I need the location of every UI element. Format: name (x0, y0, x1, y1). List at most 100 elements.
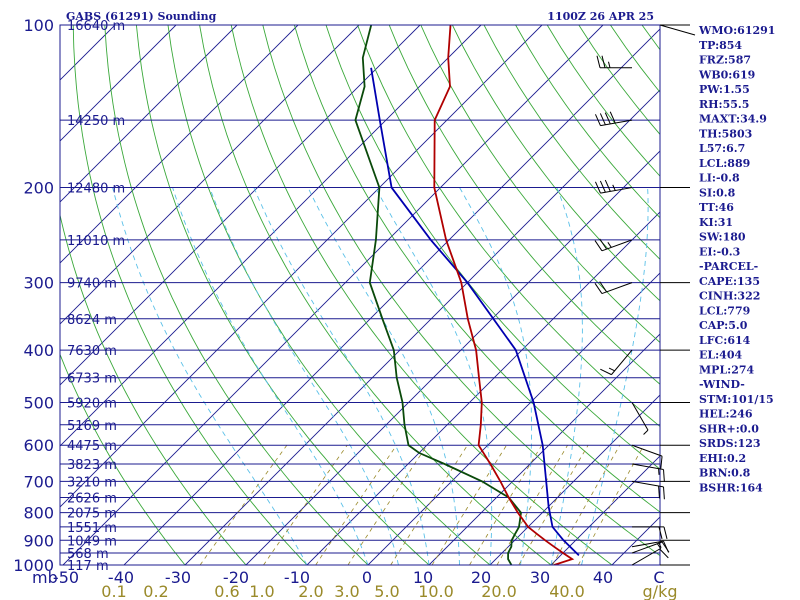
isotherm-line (62, 25, 604, 565)
temperature-tick-label: -10 (284, 568, 310, 587)
wind-barb (631, 444, 663, 469)
mixing-ratio-line (263, 444, 348, 565)
height-label: 6733 m (67, 372, 117, 387)
sounding-parameter: LCL:889 (699, 157, 750, 170)
sounding-parameter: EL:404 (699, 349, 742, 362)
isotherm-line (184, 89, 660, 565)
height-label: 568 m (67, 547, 109, 562)
pressure-label: 1000 (13, 556, 54, 575)
wind-barb-flag (600, 368, 612, 376)
wind-barb-flag (604, 179, 611, 192)
wind-barb-flag (609, 111, 616, 124)
sounding-parameter: TH:5803 (699, 127, 752, 140)
isotherm-line (245, 150, 660, 565)
mixing-ratio-line (469, 444, 543, 565)
mixing-ratio-label: 2.0 (298, 582, 323, 600)
wind-barb-staff (611, 349, 633, 375)
wind-barb-flag (599, 113, 606, 125)
moist-adiabat-line (253, 187, 430, 565)
dry-adiabat-line (293, 25, 660, 513)
pressure-label: 200 (23, 179, 54, 198)
pressure-label: 600 (23, 436, 54, 455)
temperature-tick-label: -40 (108, 568, 134, 587)
mixing-ratio-label: 0.2 (143, 582, 168, 600)
wind-barb-half-flag (643, 429, 649, 435)
wind-barb (594, 179, 633, 194)
wind-level-tick (659, 24, 696, 36)
sounding-parameter: EI:-0.3 (699, 245, 740, 258)
isotherm-line (60, 25, 238, 203)
sounding-parameter: -WIND- (699, 378, 745, 391)
isotherm-line (60, 25, 482, 447)
height-label: 1049 m (67, 534, 117, 549)
height-label: 5920 m (67, 396, 117, 411)
isotherm-line (60, 25, 543, 508)
isotherm-line (489, 394, 660, 565)
isotherm-line (428, 333, 660, 565)
wind-barb-half-flag (658, 541, 662, 548)
wind-barb-flag (599, 180, 606, 193)
height-label: 2626 m (67, 492, 117, 507)
sounding-parameter: STM:101/15 (699, 393, 774, 406)
wind-barb (631, 540, 670, 553)
mixing-ratio-label: 0.1 (101, 582, 126, 600)
height-label: 14250 m (67, 114, 125, 129)
sounding-parameter: LFC:614 (699, 334, 751, 347)
moist-adiabat-line (581, 187, 649, 565)
isotherm-line (306, 211, 660, 565)
wind-barb (594, 238, 633, 252)
wind-barb-flag (596, 55, 601, 68)
wind-barb-flag (663, 540, 670, 553)
wind-barb-staff (631, 548, 660, 566)
pressure-unit-label: mb (32, 568, 58, 587)
sounding-parameter: CAPE:135 (699, 275, 760, 288)
pressure-label: 800 (23, 504, 54, 523)
temperature-tick-label: 20 (471, 568, 491, 587)
wind-barb-flag (658, 486, 660, 499)
sounding-parameter: TP:854 (699, 39, 742, 52)
dry-adiabat-line (578, 25, 660, 136)
wind-barb-flag (594, 240, 603, 252)
mixing-ratio-line (518, 444, 589, 565)
wind-barb-flag (660, 456, 663, 469)
height-label: 7630 m (67, 344, 117, 359)
dewpoint-line (354, 25, 522, 565)
sounding-parameter: BSHR:164 (699, 481, 763, 494)
wind-barb-staff (631, 444, 663, 457)
mixing-ratio-label: g/kg (643, 582, 678, 600)
pressure-label: 400 (23, 341, 54, 360)
wind-barb-flag (594, 181, 601, 194)
plot-frame (59, 24, 661, 566)
sounding-parameter: SW:180 (699, 231, 746, 244)
wind-barb (631, 548, 669, 566)
mixing-ratio-label: 0.6 (214, 582, 239, 600)
wind-barb-half-flag (656, 543, 662, 550)
wind-barb-half-flag (608, 367, 615, 372)
wind-barb-staff (601, 282, 633, 295)
wind-barb-half-flag (612, 184, 616, 191)
temperature-line (433, 25, 575, 565)
height-label: 16640 m (67, 19, 125, 34)
height-label: 8624 m (67, 313, 117, 328)
sounding-parameter: MPL:274 (699, 363, 755, 376)
height-label: 9740 m (67, 277, 117, 292)
wind-barb (631, 402, 649, 435)
wind-barb (631, 480, 665, 500)
height-label: 4475 m (67, 439, 117, 454)
wind-barb-staff (631, 402, 649, 431)
sounding-parameter: SRDS:123 (699, 437, 761, 450)
wind-barb-flag (663, 486, 665, 500)
sounding-parameter: PW:1.55 (699, 83, 750, 96)
wind-barb-flag (658, 526, 663, 540)
pressure-label: 700 (23, 472, 54, 491)
wind-barb-flag (663, 526, 668, 540)
mixing-ratio-line (390, 444, 468, 565)
sounding-parameter: -PARCEL- (699, 260, 758, 273)
mixing-ratio-line (496, 444, 568, 565)
temperature-tick-label: 40 (593, 568, 613, 587)
sounding-parameter: WMO:61291 (698, 24, 775, 37)
sounding-parameter: CAP:5.0 (699, 319, 748, 332)
temperature-tick-label: -20 (223, 568, 249, 587)
height-label: 117 m (67, 559, 109, 574)
temperature-tick-label: C (653, 568, 664, 587)
